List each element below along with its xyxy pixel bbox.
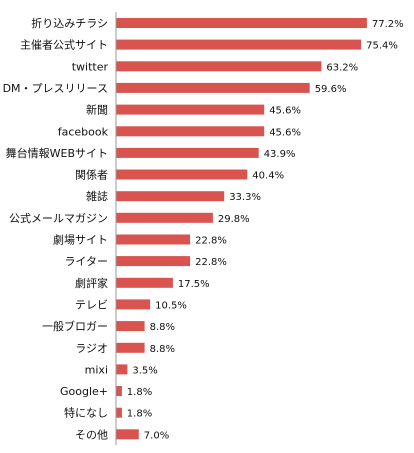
bar-15 <box>116 321 145 332</box>
bar-2 <box>116 39 362 50</box>
bar-19 <box>116 407 122 418</box>
category-label: テレビ <box>75 298 108 311</box>
bar-5 <box>116 104 265 115</box>
bar-3 <box>116 61 322 72</box>
category-label: その他 <box>75 428 108 441</box>
bar-9 <box>116 191 225 202</box>
value-label: 45.6% <box>269 106 301 117</box>
bar-16 <box>116 342 145 353</box>
category-label: 新聞 <box>86 103 108 117</box>
category-label: twitter <box>72 60 109 73</box>
value-label: 43.9% <box>264 149 296 160</box>
value-label: 1.8% <box>127 409 152 420</box>
bar-7 <box>116 147 259 158</box>
category-label: 劇評家 <box>75 276 108 290</box>
category-label: 主催者公式サイト <box>20 38 108 52</box>
value-labels-group: 77.2% 75.4% 63.2% 59.6% 45.6% 45.6% 43.9% 40.4%… <box>127 19 404 441</box>
bar-13 <box>116 277 173 288</box>
value-label: 8.8% <box>150 344 175 355</box>
category-label: 劇場サイト <box>53 233 108 247</box>
value-label: 22.8% <box>195 257 227 268</box>
bar-6 <box>116 126 265 137</box>
value-label: 77.2% <box>372 19 404 30</box>
value-label: 63.2% <box>326 62 358 73</box>
bar-18 <box>116 386 122 396</box>
bar-20 <box>116 429 139 440</box>
category-label: 特になし <box>64 406 108 420</box>
value-label: 10.5% <box>155 300 187 311</box>
category-label: 折り込みチラシ <box>31 16 108 30</box>
value-label: 45.6% <box>269 127 301 138</box>
category-label: ラジオ <box>75 342 108 355</box>
value-label: 8.8% <box>150 322 175 333</box>
value-label: 75.4% <box>366 41 398 52</box>
value-label: 22.8% <box>195 236 227 247</box>
bar-10 <box>116 212 213 223</box>
bar-11 <box>116 234 191 245</box>
category-label: 舞台情報WEBサイト <box>6 146 108 160</box>
value-label: 33.3% <box>229 192 261 203</box>
bars-group <box>116 18 367 440</box>
value-label: 40.4% <box>252 171 284 182</box>
value-label: 3.5% <box>132 365 157 376</box>
bar-14 <box>116 299 151 310</box>
category-label: DM・プレスリリース <box>3 82 108 95</box>
bar-17 <box>116 364 128 375</box>
value-label: 1.8% <box>127 387 152 398</box>
category-label: facebook <box>58 125 109 138</box>
bar-1 <box>116 18 367 28</box>
value-label: 29.8% <box>218 214 250 225</box>
value-label: 17.5% <box>178 279 210 290</box>
category-label: 一般ブロガー <box>42 319 108 333</box>
category-label: 関係者 <box>75 169 108 182</box>
category-label: Google+ <box>60 385 108 398</box>
category-label: ライター <box>64 255 108 268</box>
category-label: mixi <box>85 363 108 376</box>
category-label: 公式メールマガジン <box>9 212 108 225</box>
category-label: 雑誌 <box>86 189 108 203</box>
value-label: 7.0% <box>144 430 169 441</box>
bar-8 <box>116 169 248 180</box>
value-label: 59.6% <box>315 84 347 95</box>
bar-12 <box>116 256 191 267</box>
bar-4 <box>116 82 310 93</box>
